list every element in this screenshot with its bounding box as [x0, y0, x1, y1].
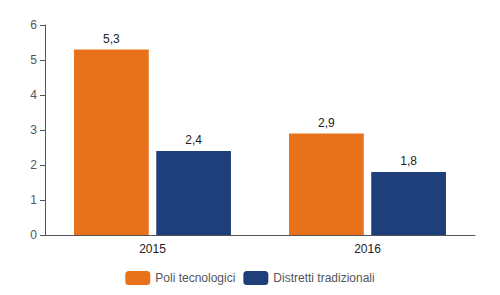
svg-text:2015: 2015 — [139, 242, 166, 256]
svg-text:Poli tecnologici: Poli tecnologici — [155, 271, 235, 285]
svg-text:0: 0 — [30, 228, 37, 242]
svg-text:4: 4 — [30, 88, 37, 102]
svg-text:Distretti tradizionali: Distretti tradizionali — [273, 271, 374, 285]
svg-text:2: 2 — [30, 158, 37, 172]
svg-text:2,9: 2,9 — [318, 116, 335, 130]
svg-text:3: 3 — [30, 123, 37, 137]
svg-text:6: 6 — [30, 18, 37, 32]
svg-text:1,8: 1,8 — [400, 154, 417, 168]
svg-text:1: 1 — [30, 193, 37, 207]
svg-text:5: 5 — [30, 53, 37, 67]
svg-text:5,3: 5,3 — [103, 32, 120, 46]
svg-text:2,4: 2,4 — [185, 133, 202, 147]
svg-text:2016: 2016 — [354, 242, 381, 256]
